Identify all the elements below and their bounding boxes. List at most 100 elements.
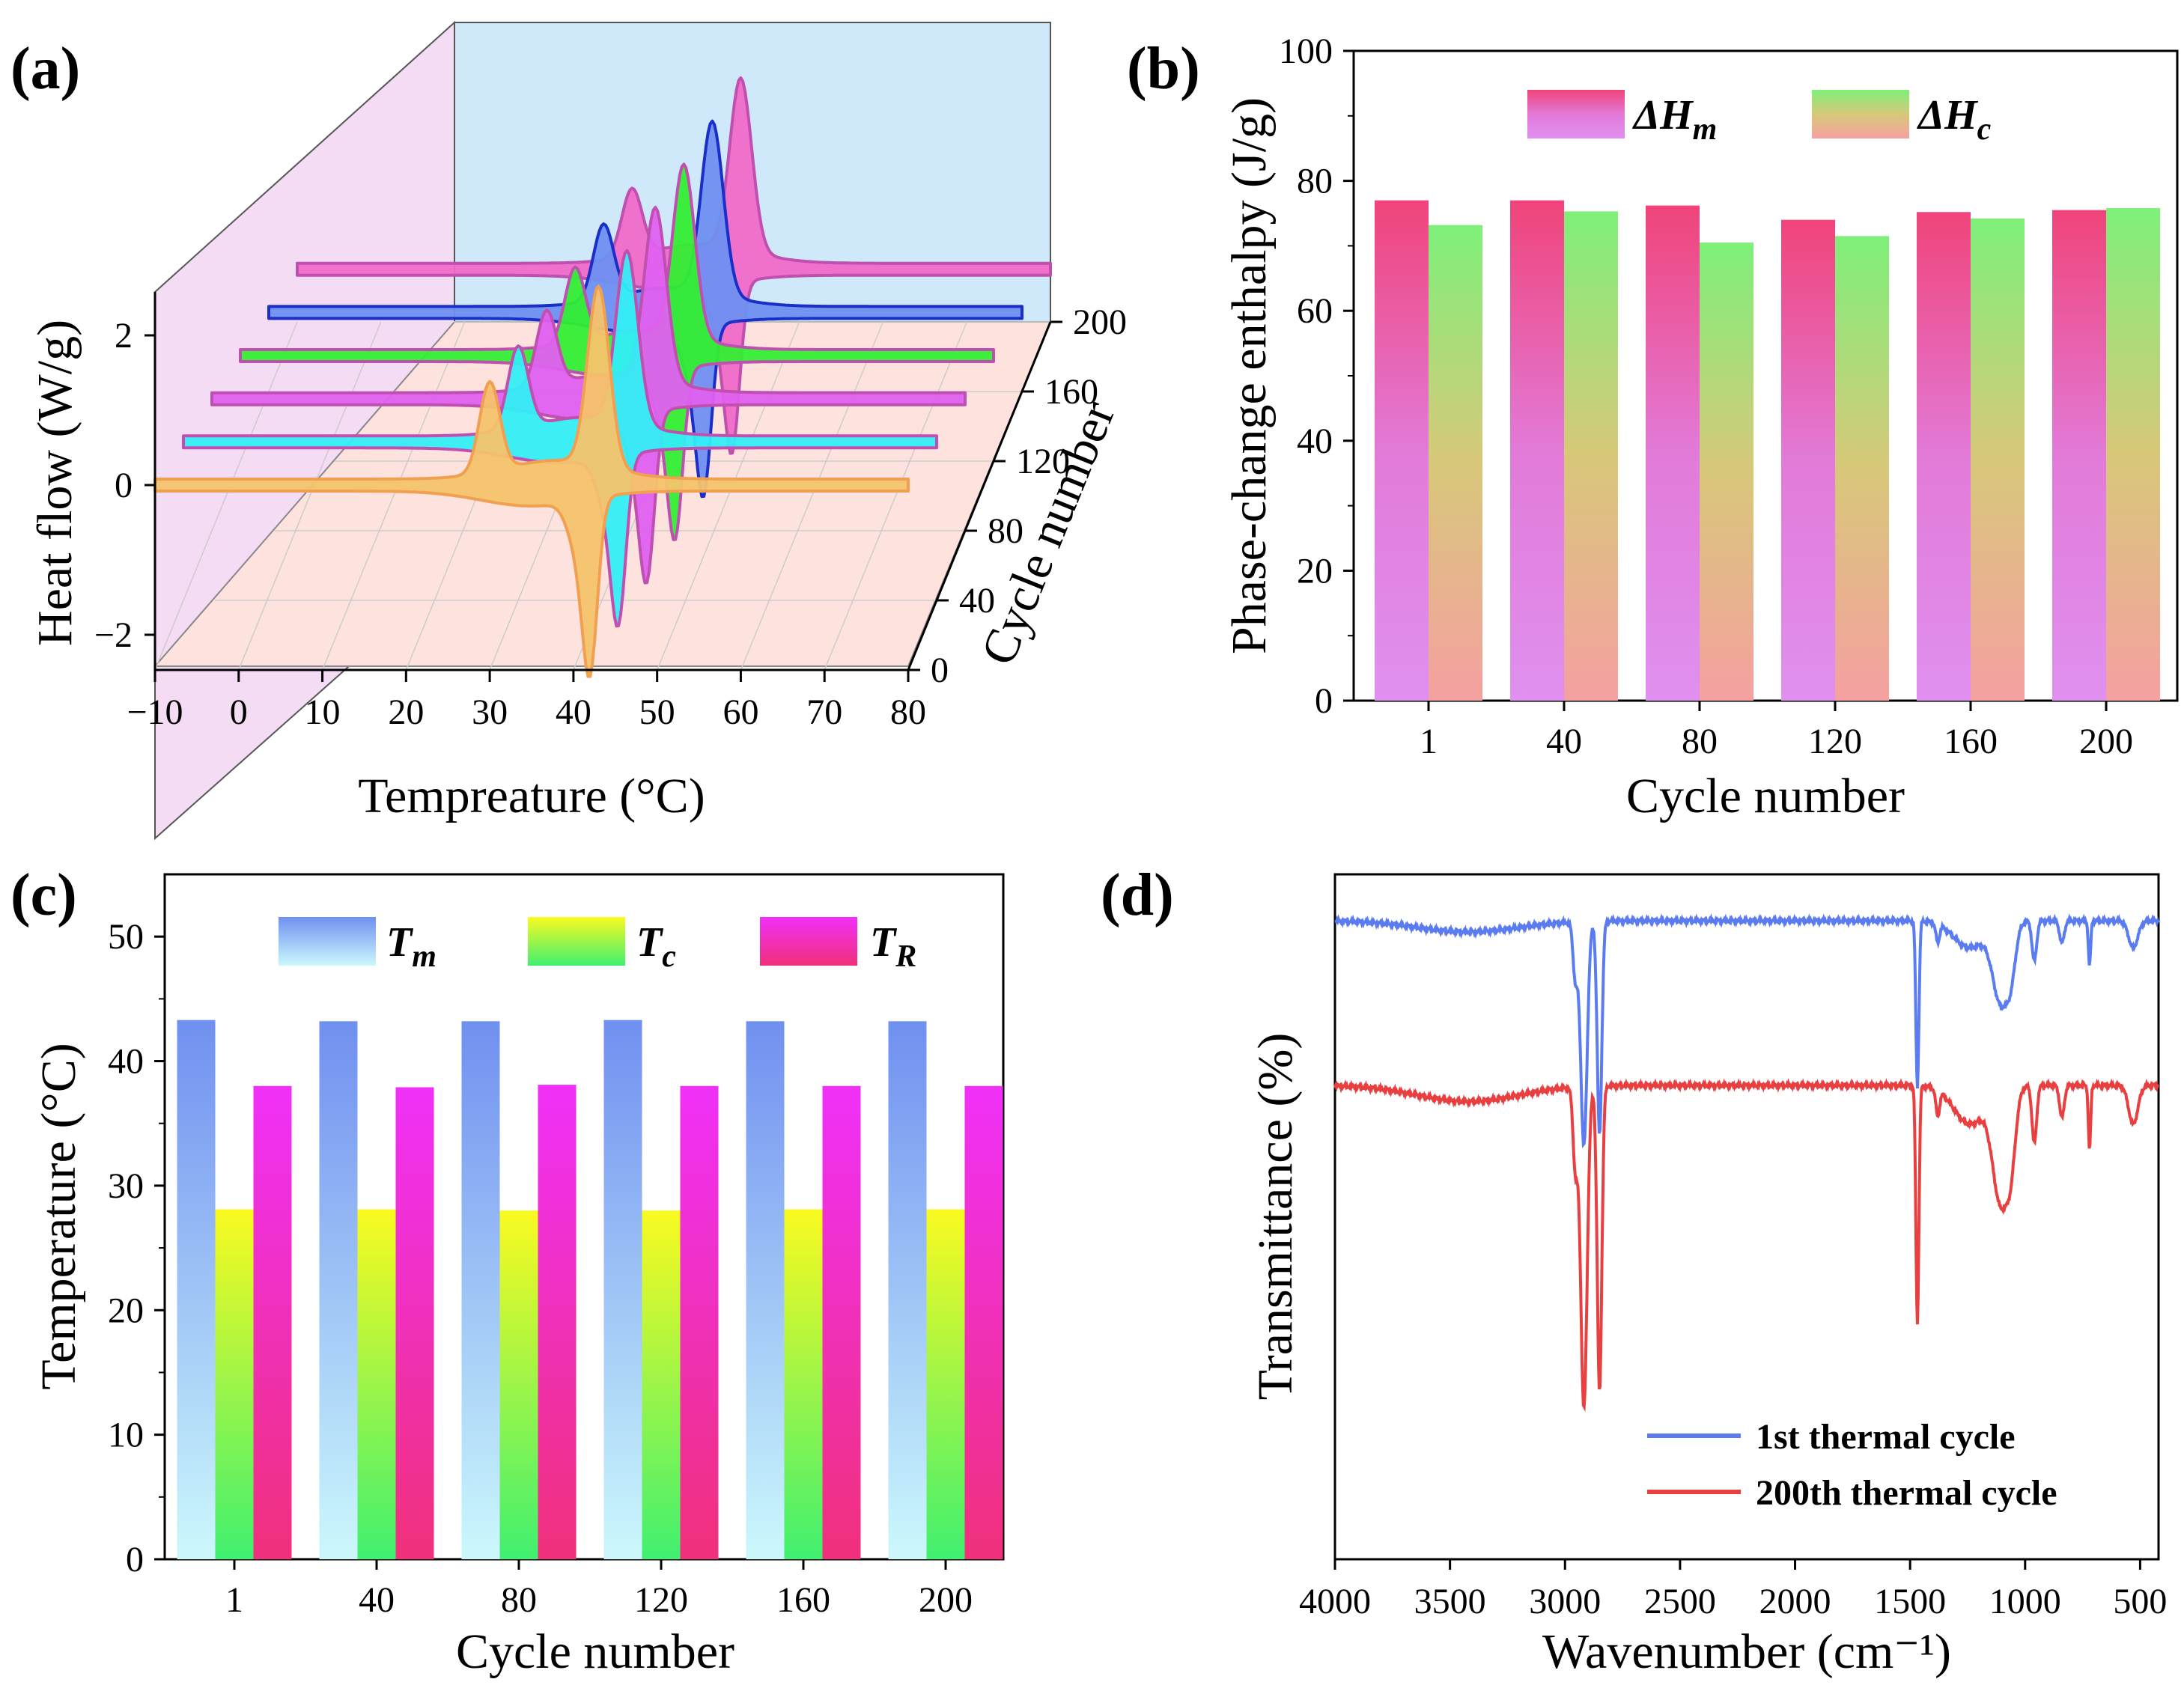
- a-x-tick-label: 70: [806, 692, 842, 732]
- bar-TR-80: [538, 1085, 577, 1559]
- b-x-label: Cycle number: [1626, 769, 1905, 823]
- a-x-tick-label: 10: [305, 692, 341, 732]
- a-x-tick-label: −10: [127, 692, 183, 732]
- c-legend-swatch-tc: [528, 917, 625, 966]
- c-y-label: Temperature (°C): [31, 1043, 86, 1389]
- panel-d-label: (d): [1101, 862, 1174, 928]
- c-legend-tm: Tm: [386, 919, 437, 974]
- c-legend-swatch-tm: [279, 917, 376, 966]
- d-legend-1st: 1st thermal cycle: [1756, 1417, 2016, 1457]
- c-legend-tc: Tc: [636, 919, 676, 974]
- dsc-curve-cycle-1: [153, 284, 910, 678]
- bar-TR-1: [253, 1085, 292, 1559]
- x-tick-label: 1: [1420, 722, 1438, 761]
- a-z-axis: [907, 321, 1052, 671]
- x-tick-label: 160: [776, 1580, 830, 1620]
- c-legend: Tm Tc TR: [279, 917, 916, 974]
- a-z-ticks: 040 80 120 160 200: [908, 302, 1127, 690]
- b-x-ticks: 1 40 80 120 160 200: [1420, 701, 2133, 761]
- panel-a-dsc-3d: (a) −10 0 10 20 30 40 50 60 70 80 20−2 0408012016…: [10, 20, 1127, 841]
- c-legend-swatch-tr: [760, 917, 857, 966]
- d-x-tick-label: 2000: [1759, 1582, 1831, 1621]
- c-legend-tr: TR: [870, 919, 916, 974]
- a-y-tick-label: −2: [94, 615, 133, 655]
- bar-TR-40: [395, 1087, 434, 1559]
- b-legend-swatch-hc: [1812, 90, 1909, 138]
- c-y-ticks: 0 10 20 30 40 50: [108, 917, 165, 1579]
- d-x-tick-label: 3000: [1529, 1582, 1601, 1621]
- d-y-label: Transmittance (%): [1248, 1033, 1303, 1401]
- y-tick-label: 0: [1315, 681, 1333, 721]
- b-legend-hm: ΔHm: [1632, 92, 1717, 147]
- bar-ΔHm-1: [1375, 200, 1429, 701]
- panel-b-label: (b): [1127, 36, 1200, 102]
- x-tick-label: 1: [225, 1580, 243, 1620]
- panel-c-label: (c): [10, 862, 77, 928]
- a-x-tick-label: 80: [890, 692, 926, 732]
- a-x-tick-label: 20: [388, 692, 424, 732]
- x-tick-label: 120: [1808, 722, 1862, 761]
- x-tick-label: 120: [634, 1580, 688, 1620]
- bar-Tc-160: [784, 1209, 823, 1559]
- bar-Tm-40: [319, 1021, 358, 1559]
- bar-ΔHc-80: [1700, 243, 1753, 701]
- x-tick-label: 200: [919, 1580, 973, 1620]
- a-floor-grid-line: [154, 321, 298, 671]
- b-legend: ΔHm ΔHc: [1527, 90, 1992, 147]
- bar-Tc-200: [926, 1209, 965, 1559]
- c-bars: [177, 1020, 1003, 1559]
- bar-ΔHc-120: [1835, 236, 1889, 701]
- a-z-tick-label: 0: [931, 650, 949, 690]
- a-y-tick-label: 0: [115, 466, 133, 505]
- dsc-curves: [153, 76, 1052, 678]
- bar-Tm-120: [603, 1020, 642, 1559]
- bar-ΔHm-120: [1781, 219, 1835, 701]
- b-y-ticks: 0 20 40 60 80 100: [1279, 31, 1354, 721]
- x-tick-label: 160: [1944, 722, 1998, 761]
- x-tick-label: 80: [501, 1580, 537, 1620]
- bar-ΔHc-1: [1429, 225, 1482, 701]
- d-plot-frame: [1333, 873, 2160, 1561]
- a-x-tick-label: 0: [230, 692, 248, 732]
- y-tick-label: 20: [108, 1291, 144, 1330]
- a-z-tick-label: 40: [959, 581, 995, 621]
- bar-TR-160: [822, 1085, 861, 1559]
- d-x-tick-label: 4000: [1299, 1582, 1371, 1621]
- x-tick-label: 40: [1546, 722, 1582, 761]
- c-x-label: Cycle number: [456, 1624, 734, 1679]
- a-floor-grid-line: [238, 321, 382, 671]
- bar-ΔHc-160: [1971, 218, 2025, 701]
- a-z-tick-label: 160: [1044, 372, 1098, 412]
- a-floor-grid-line: [824, 321, 967, 671]
- y-tick-label: 40: [1297, 421, 1333, 461]
- bar-TR-120: [680, 1085, 719, 1559]
- d-x-tick-label: 2500: [1644, 1582, 1716, 1621]
- y-tick-label: 60: [1297, 291, 1333, 331]
- bar-ΔHm-200: [2052, 210, 2106, 701]
- b-legend-swatch-hm: [1527, 90, 1625, 138]
- a-x-ticks: −10 0 10 20 30 40 50 60 70 80: [127, 670, 926, 732]
- bar-Tc-1: [215, 1209, 254, 1559]
- x-tick-label: 200: [2079, 722, 2133, 761]
- a-x-tick-label: 30: [472, 692, 508, 732]
- bar-Tc-40: [357, 1209, 396, 1559]
- ftir-curve-200th: [1333, 1077, 2160, 1413]
- bar-ΔHm-40: [1510, 200, 1564, 701]
- y-tick-label: 30: [108, 1166, 144, 1206]
- bar-TR-200: [964, 1085, 1003, 1559]
- a-z-tick-label: 120: [1016, 442, 1070, 481]
- a-floor-grid-line: [321, 321, 466, 671]
- bar-Tc-80: [499, 1210, 538, 1559]
- c-plot-frame: [163, 873, 1005, 1561]
- a-y-ticks: 2 0 −2: [94, 316, 155, 655]
- d-legend: 1st thermal cycle 200th thermal cycle: [1647, 1417, 2057, 1513]
- bar-ΔHc-200: [2106, 208, 2160, 701]
- y-tick-label: 0: [126, 1540, 144, 1579]
- d-x-tick-label: 3500: [1414, 1582, 1486, 1621]
- x-tick-label: 80: [1682, 722, 1718, 761]
- c-x-ticks: 1 40 80 120 160 200: [225, 1559, 973, 1620]
- y-tick-label: 10: [108, 1416, 144, 1455]
- y-tick-label: 50: [108, 917, 144, 957]
